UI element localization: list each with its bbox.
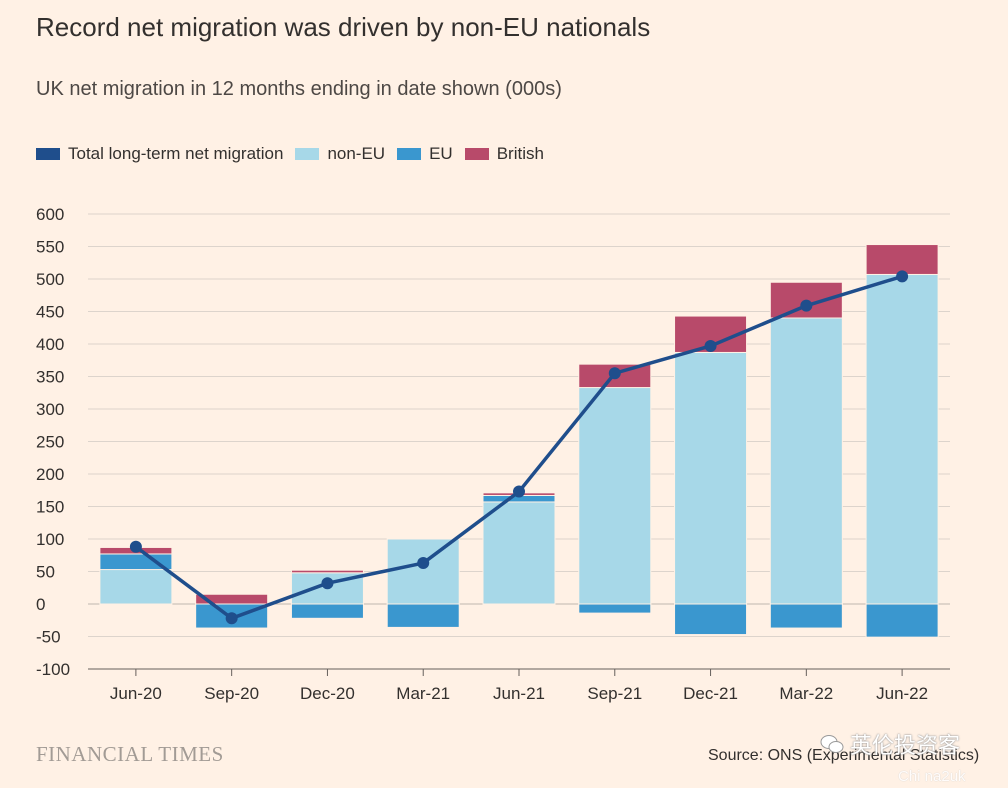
x-tick-label: Jun-21 xyxy=(493,684,545,703)
legend-label-total: Total long-term net migration xyxy=(68,144,284,163)
x-tick-label: Jun-22 xyxy=(876,684,928,703)
total-point xyxy=(800,299,813,312)
total-point xyxy=(321,577,334,590)
bar-british xyxy=(195,593,269,605)
legend-item-eu: EU xyxy=(397,144,453,164)
legend-swatch-british xyxy=(464,148,489,160)
legend-label-eu: EU xyxy=(429,144,453,163)
y-tick-label: 300 xyxy=(36,400,64,419)
source-note: Source: ONS (Experimental Statistics) xyxy=(708,747,980,764)
chat-bubble-icon xyxy=(820,735,844,753)
chart-title: Record net migration was driven by non-E… xyxy=(36,12,651,42)
financial-times-logo: FINANCIAL TIMES xyxy=(36,742,224,766)
bar-british xyxy=(290,569,364,574)
watermark-subtext: Chi na2uk xyxy=(898,768,966,785)
watermark: 英伦投资客 xyxy=(820,728,960,760)
total-point xyxy=(225,612,238,625)
y-tick-label: -100 xyxy=(36,660,70,679)
y-tick-label: -50 xyxy=(36,628,61,647)
legend-item-noneu: non-EU xyxy=(295,144,385,164)
y-tick-label: 400 xyxy=(36,335,64,354)
bar-noneu xyxy=(99,569,173,605)
bar-noneu xyxy=(769,317,843,605)
bar-noneu xyxy=(674,351,748,605)
legend-item-british: British xyxy=(464,144,544,164)
bars xyxy=(99,244,939,638)
legend-swatch-eu xyxy=(397,148,422,160)
total-line xyxy=(129,270,909,625)
y-tick-label: 100 xyxy=(36,530,64,549)
bar-eu xyxy=(865,603,939,638)
watermark-text: 英伦投资客 xyxy=(850,733,961,758)
bar-eu xyxy=(386,603,460,628)
y-tick-label: 50 xyxy=(36,563,55,582)
bar-noneu xyxy=(578,387,652,605)
total-point xyxy=(513,485,525,498)
y-tick-label: 200 xyxy=(36,465,64,484)
total-point xyxy=(417,557,430,570)
bar-british xyxy=(865,244,939,275)
x-tick-label: Sep-20 xyxy=(204,684,259,703)
total-point xyxy=(704,339,717,352)
total-point xyxy=(608,367,621,380)
y-tick-label: 450 xyxy=(36,303,64,322)
legend-swatch-noneu xyxy=(295,148,320,160)
x-tick-label: Dec-21 xyxy=(683,684,738,703)
bar-noneu xyxy=(865,273,939,605)
y-tick-label: 550 xyxy=(36,238,64,257)
legend-label-noneu: non-EU xyxy=(327,144,386,163)
y-tick-label: 0 xyxy=(36,595,45,614)
y-tick-label: 250 xyxy=(36,433,64,452)
bar-eu xyxy=(769,603,843,629)
total-point xyxy=(896,270,909,283)
legend-swatch-total xyxy=(36,148,60,160)
y-tick-label: 500 xyxy=(36,270,64,289)
y-tick-label: 150 xyxy=(36,498,64,517)
total-point xyxy=(129,540,142,553)
bar-noneu xyxy=(386,538,460,605)
x-tick-label: Jun-20 xyxy=(110,684,162,703)
bar-eu xyxy=(290,603,364,619)
bar-eu xyxy=(674,603,748,636)
x-tick-label: Dec-20 xyxy=(300,684,355,703)
x-tick-label: Sep-21 xyxy=(587,684,642,703)
x-tick-label: Mar-22 xyxy=(779,684,833,703)
y-tick-label: 600 xyxy=(36,205,64,224)
y-tick-label: 350 xyxy=(36,368,64,387)
bar-eu xyxy=(578,603,652,614)
legend-label-british: British xyxy=(496,144,544,163)
legend: Total long-term net migration non-EU EU … xyxy=(36,144,556,164)
y-axis: 600550500450400350300250200150100500-50-… xyxy=(36,205,70,679)
bar-noneu xyxy=(482,501,556,605)
x-tick-label: Mar-21 xyxy=(396,684,450,703)
legend-item-total: Total long-term net migration xyxy=(36,144,283,164)
x-axis: Jun-20 Sep-20 Dec-20 Mar-21 Jun-21 Sep-21 Dec-… xyxy=(88,668,950,703)
chart-subtitle: UK net migration in 12 months ending in … xyxy=(36,78,562,100)
